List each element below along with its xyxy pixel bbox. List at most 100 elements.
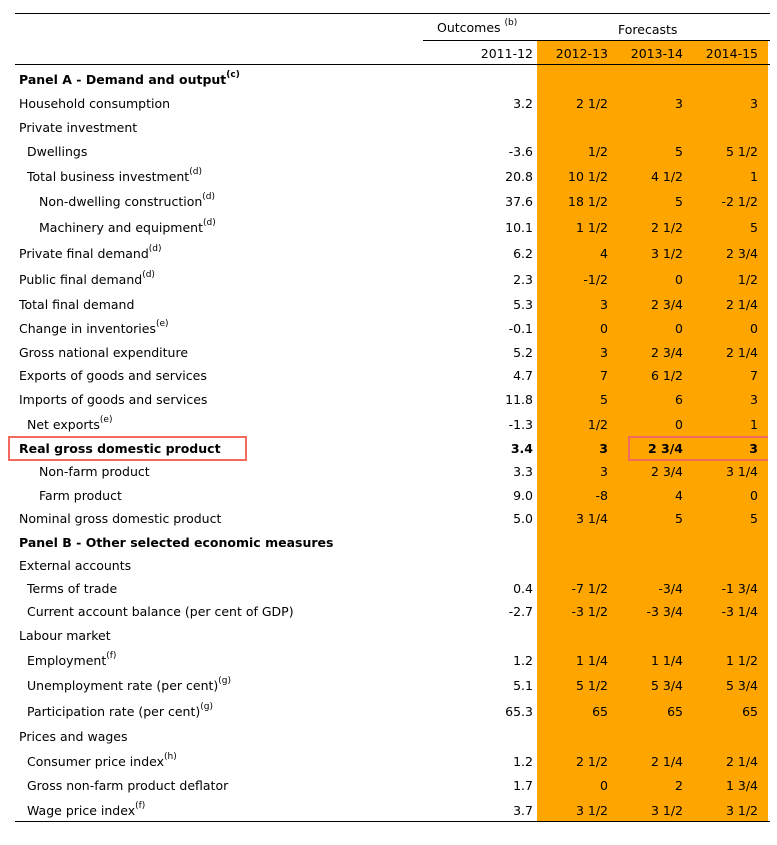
row-label: Real gross domestic product [19,441,221,457]
table-row: Terms of trade 0.4 -7 1/2 -3/4 -1 3/4 [0,581,777,605]
top-rule [15,13,770,14]
bottom-rule [15,821,770,822]
row-label-text: Public final demand [19,272,143,287]
row-label: Consumer price index(h) [27,752,177,770]
footnote-marker: (d) [202,191,216,202]
forecast-cell: 1 1/2 [725,653,758,668]
forecast-cell: 1 1/2 [575,220,608,235]
outcome-cell: 1.7 [513,778,533,793]
forecast-cell: 2 1/2 [575,96,608,111]
forecast-cell: -3 1/2 [571,604,608,619]
table-row: Real gross domestic product 3.4 3 2 3/4 3 [0,441,777,465]
outcome-cell: 1.2 [513,653,533,668]
row-label: Gross non-farm product deflator [27,778,228,794]
footnote-marker: (c) [226,69,240,80]
outcome-cell: 10.1 [505,220,533,235]
row-label: Gross national expenditure [19,345,188,361]
outcome-cell: 65.3 [505,704,533,719]
forecast-cell: 0 [600,321,608,336]
forecast-cell: 3 [750,392,758,407]
row-label-text: Household consumption [19,96,171,111]
row-label-text: Private investment [19,120,138,135]
table-row: Machinery and equipment(d) 10.1 1 1/2 2 1/2… [0,218,777,244]
forecast-cell: 5 [675,511,683,526]
forecast-cell: 1 [750,169,758,184]
row-label: Terms of trade [27,581,117,597]
outcome-cell: 1.2 [513,754,533,769]
year-header: 2011-12 [480,46,533,61]
forecast-cell: 0 [675,321,683,336]
forecast-cell: 5 [750,220,758,235]
forecast-cell: 5 [750,511,758,526]
row-label: Participation rate (per cent)(g) [27,702,213,720]
table-row: Exports of goods and services 4.7 7 6 1/2 7 [0,368,777,392]
forecast-cell: 6 1/2 [650,368,683,383]
highlight-box-label [8,436,247,461]
header-bottom-rule [15,64,770,65]
forecast-cell: 1 [750,417,758,432]
table-row: Nominal gross domestic product 5.0 3 1/4 5 5 [0,511,777,535]
forecast-cell: 0 [750,488,758,503]
forecast-cell: 7 [750,368,758,383]
row-label-text: Machinery and equipment [39,220,203,235]
row-label-text: Terms of trade [27,581,118,596]
forecast-cell: 5 1/2 [725,144,758,159]
forecasts-header: Forecasts [618,22,678,37]
table-row: Wage price index(f) 3.7 3 1/2 3 1/2 3 1/2 [0,800,777,827]
row-label-text: Dwellings [27,144,88,159]
outcome-cell: 6.2 [513,246,533,261]
forecast-cell: 3 [600,297,608,312]
row-label: Total business investment(d) [27,167,202,185]
table-row: Gross non-farm product deflator 1.7 0 2 1 3/… [0,778,777,802]
forecast-cell: 4 1/2 [650,169,683,184]
table-row: Non-farm product 3.3 3 2 3/4 3 1/4 [0,464,777,488]
table-row: Private investment [0,120,777,144]
outcome-cell: 11.8 [505,392,533,407]
row-label-text: Unemployment rate (per cent) [27,678,219,693]
forecast-cell: -3 3/4 [646,604,683,619]
forecast-cell: 0 [675,417,683,432]
forecast-cell: 5 [600,392,608,407]
row-label-text: Private final demand [19,246,149,261]
outcome-cell: 3.7 [513,803,533,818]
forecast-cell: 2 1/2 [575,754,608,769]
row-label: Farm product [39,488,122,504]
table-header: Outcomes (b) Forecasts 2011-12 2012-13 2… [0,0,777,64]
forecast-cell: -3/4 [658,581,683,596]
forecast-cell: 1/2 [587,144,608,159]
forecast-cell: 5 [675,194,683,209]
row-label: Employment(f) [27,651,116,669]
outcome-cell: 0.4 [513,581,533,596]
forecast-cell: 6 [675,392,683,407]
row-label-text: Panel A - Demand and output [19,72,227,87]
forecast-cell: 3 1/2 [650,803,683,818]
outcome-cell: 9.0 [513,488,533,503]
footnote-marker: (f) [135,800,146,811]
footnote-marker: (d) [142,269,155,280]
table-row: Gross national expenditure 5.2 3 2 3/4 2 1/4 [0,345,777,369]
row-label-text: Participation rate (per cent) [27,704,201,719]
year-header: 2012-13 [555,46,608,61]
forecast-cell: 10 1/2 [568,169,608,184]
table-row: Public final demand(d) 2.3 -1/2 0 1/2 [0,269,777,296]
forecast-cell: 2 3/4 [650,297,683,312]
forecast-cell: 3 [749,441,758,456]
table-row: Change in inventories(e) -0.1 0 0 0 [0,319,777,345]
forecast-cell: 3 [675,96,683,111]
row-label-text: Current account balance (per cent of GDP… [27,604,294,619]
forecast-cell: 65 [592,704,608,719]
forecast-cell: 2 1/4 [725,345,758,360]
outcome-cell: 5.3 [513,297,533,312]
row-label-text: Employment [27,653,107,668]
footnote-marker: (e) [99,414,113,425]
forecast-cell: 3 1/4 [575,511,608,526]
row-label: Labour market [19,628,111,644]
forecast-cell: 1/2 [737,272,758,287]
row-label: Non-dwelling construction(d) [39,191,216,210]
row-label: External accounts [19,558,131,574]
outcome-cell: 4.7 [513,368,533,383]
row-label-text: Imports of goods and services [19,392,208,407]
row-label-text: Labour market [19,628,111,643]
row-label: Net exports(e) [27,414,113,433]
row-label-text: Farm product [39,488,122,503]
